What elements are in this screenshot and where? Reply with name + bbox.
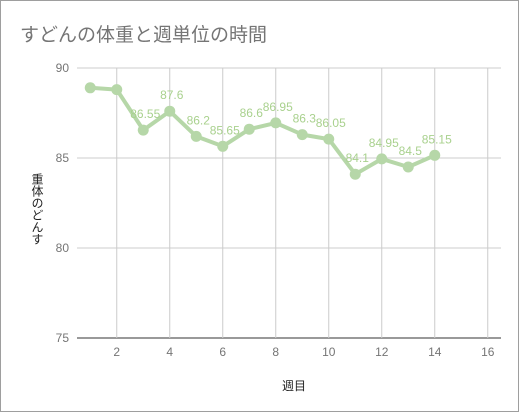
data-label: 86.6 xyxy=(240,106,264,120)
chart-title: すどんの体重と週単位の時間 xyxy=(20,24,268,46)
data-point xyxy=(164,105,176,117)
data-point xyxy=(243,123,255,135)
data-label: 86.2 xyxy=(187,113,211,127)
x-tick-label: 14 xyxy=(428,345,442,359)
x-tick-label: 2 xyxy=(113,345,120,359)
data-point xyxy=(323,133,335,145)
x-tick-label: 12 xyxy=(375,345,389,359)
data-point xyxy=(111,84,123,96)
data-point xyxy=(296,129,308,141)
data-point xyxy=(270,117,282,129)
data-point xyxy=(217,140,229,152)
data-label: 85.15 xyxy=(422,132,452,146)
data-point xyxy=(190,130,202,142)
data-label: 86.95 xyxy=(263,100,293,114)
y-axis-label: 重体のどんす xyxy=(30,173,44,245)
y-tick-label: 80 xyxy=(56,241,70,255)
x-tick-label: 10 xyxy=(322,345,336,359)
y-tick-label: 75 xyxy=(56,331,70,345)
data-point xyxy=(429,149,441,161)
data-label: 86.55 xyxy=(130,107,160,121)
y-tick-label: 90 xyxy=(56,61,70,75)
data-label: 84.1 xyxy=(346,151,370,165)
x-tick-label: 8 xyxy=(272,345,279,359)
data-point xyxy=(402,161,414,173)
data-label: 85.65 xyxy=(210,123,240,137)
data-label: 84.95 xyxy=(369,136,399,150)
y-tick-label: 85 xyxy=(56,151,70,165)
x-tick-label: 6 xyxy=(219,345,226,359)
data-label: 87.6 xyxy=(160,88,184,102)
x-axis-label: 週目 xyxy=(282,379,307,393)
data-label: 86.3 xyxy=(293,112,317,126)
x-tick-label: 4 xyxy=(166,345,173,359)
x-tick-label: 16 xyxy=(481,345,495,359)
data-label: 86.05 xyxy=(316,116,346,130)
data-label: 84.5 xyxy=(399,144,423,158)
data-point xyxy=(376,153,388,165)
data-point xyxy=(84,82,96,94)
data-point xyxy=(349,168,361,180)
data-point xyxy=(137,124,149,136)
